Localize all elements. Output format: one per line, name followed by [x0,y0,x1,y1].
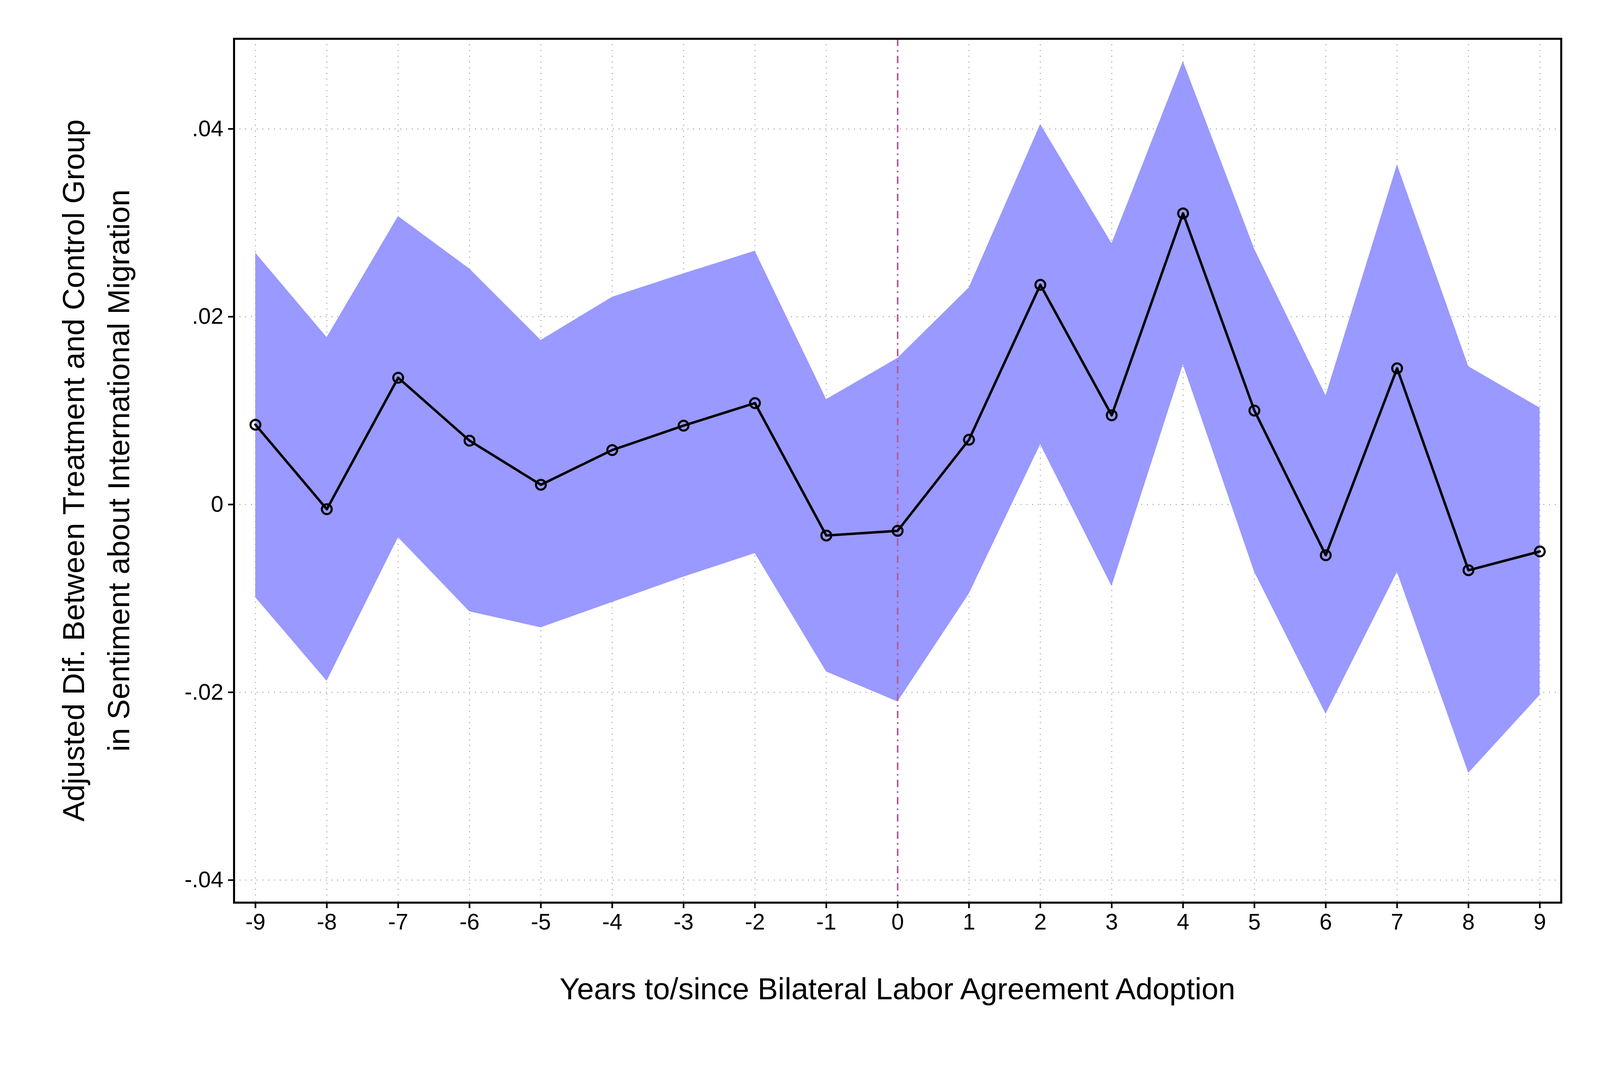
svg-text:Adjusted Dif. Between Treatmen: Adjusted Dif. Between Treatment and Cont… [56,119,91,822]
svg-text:-8: -8 [316,908,337,935]
svg-text:-7: -7 [388,908,409,935]
svg-text:-1: -1 [816,908,837,935]
svg-text:-3: -3 [673,908,694,935]
svg-text:-5: -5 [530,908,551,935]
svg-text:0: 0 [891,908,905,935]
svg-text:5: 5 [1248,908,1261,935]
svg-text:-.02: -.02 [184,678,224,705]
svg-text:-6: -6 [459,908,480,935]
svg-text:Years to/since Bilateral Labor: Years to/since Bilateral Labor Agreement… [559,971,1236,1006]
svg-text:6: 6 [1319,908,1333,935]
svg-text:in Sentiment about Internation: in Sentiment about International Migrati… [101,189,136,752]
svg-text:9: 9 [1533,908,1547,935]
svg-text:-2: -2 [745,908,766,935]
svg-text:-.04: -.04 [184,866,224,892]
svg-text:.02: .02 [192,303,224,329]
svg-text:3: 3 [1105,908,1118,935]
svg-text:7: 7 [1390,908,1404,935]
svg-text:.04: .04 [192,115,224,142]
svg-text:-9: -9 [245,908,266,935]
svg-text:-4: -4 [602,908,623,935]
svg-text:0: 0 [210,491,224,517]
svg-text:2: 2 [1034,908,1047,935]
svg-text:1: 1 [962,908,976,935]
svg-text:8: 8 [1462,908,1475,935]
svg-text:4: 4 [1176,908,1190,935]
